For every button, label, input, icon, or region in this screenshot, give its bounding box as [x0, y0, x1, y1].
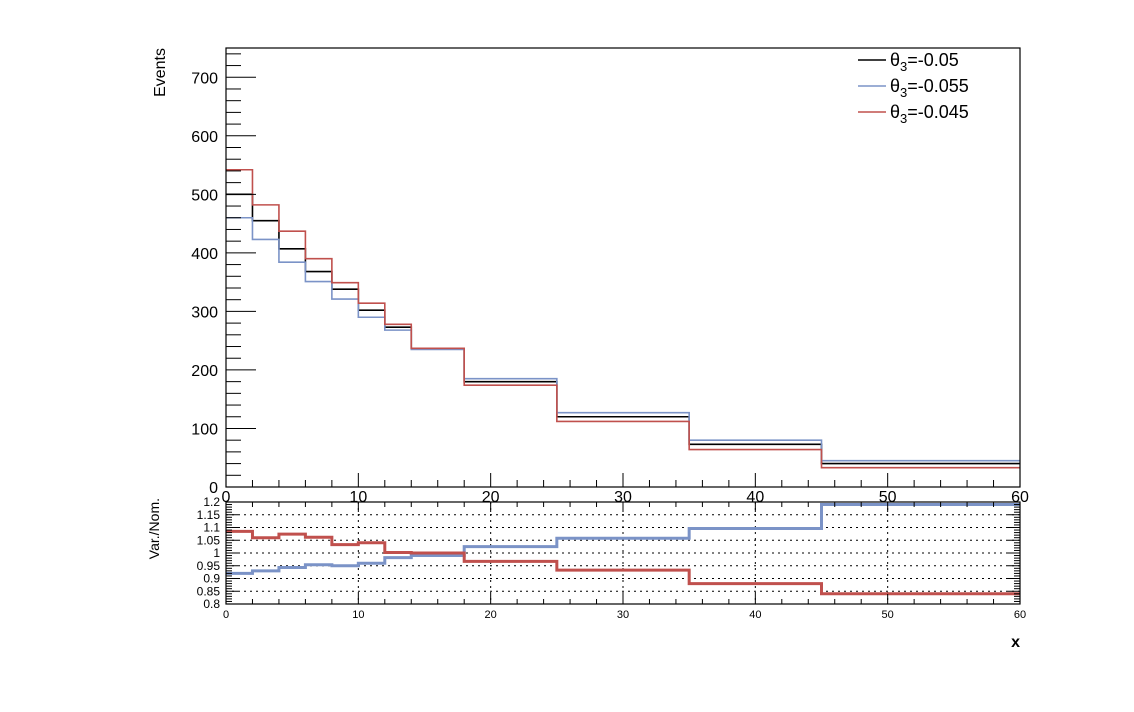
ratio-y-tick-label: 1.2 — [203, 495, 220, 509]
ratio-x-tick-label: 20 — [485, 609, 497, 621]
series-line-0 — [226, 193, 1020, 465]
y-tick-label: 0 — [209, 480, 218, 497]
ratio-line-1 — [226, 529, 1020, 596]
ratio-x-tick-label: 50 — [882, 609, 894, 621]
ratio-y-tick-label: 0.85 — [197, 584, 221, 598]
ratio-x-tick-label: 0 — [223, 609, 229, 621]
ratio-x-tick-label: 40 — [749, 609, 761, 621]
y-tick-label: 700 — [191, 70, 218, 87]
ratio-y-tick-label: 1.05 — [197, 533, 221, 547]
y-tick-label: 600 — [191, 129, 218, 146]
ratio-y-tick-label: 1 — [213, 546, 220, 560]
ratio-y-tick-label: 1.1 — [203, 521, 220, 535]
legend-label-0: θ3=-0.05 — [890, 50, 959, 74]
ratio-line-0 — [226, 503, 1020, 575]
series-line-2 — [226, 168, 1020, 469]
ratio-x-tick-label: 10 — [352, 609, 364, 621]
ratio-y-tick-label: 0.95 — [197, 559, 221, 573]
y-tick-label: 200 — [191, 363, 218, 380]
ratio-x-tick-label: 60 — [1014, 609, 1026, 621]
legend-label-1: θ3=-0.055 — [890, 76, 969, 100]
series-line-1 — [226, 216, 1020, 462]
ratio-x-tick-label: 30 — [617, 609, 629, 621]
legend-label-2: θ3=-0.045 — [890, 102, 969, 126]
ratio-y-tick-label: 0.8 — [203, 597, 220, 611]
y-tick-label: 300 — [191, 304, 218, 321]
ratio-y-tick-label: 0.9 — [203, 572, 220, 586]
ratio-y-axis-label: Var./Nom. — [146, 498, 162, 559]
y-tick-label: 500 — [191, 187, 218, 204]
y-tick-label: 400 — [191, 246, 218, 263]
y-tick-label: 100 — [191, 421, 218, 438]
x-axis-label: x — [1011, 634, 1020, 651]
ratio-y-tick-label: 1.15 — [197, 508, 221, 522]
x-tick-label: 0 — [222, 489, 231, 506]
y-axis-label: Events — [152, 48, 169, 97]
